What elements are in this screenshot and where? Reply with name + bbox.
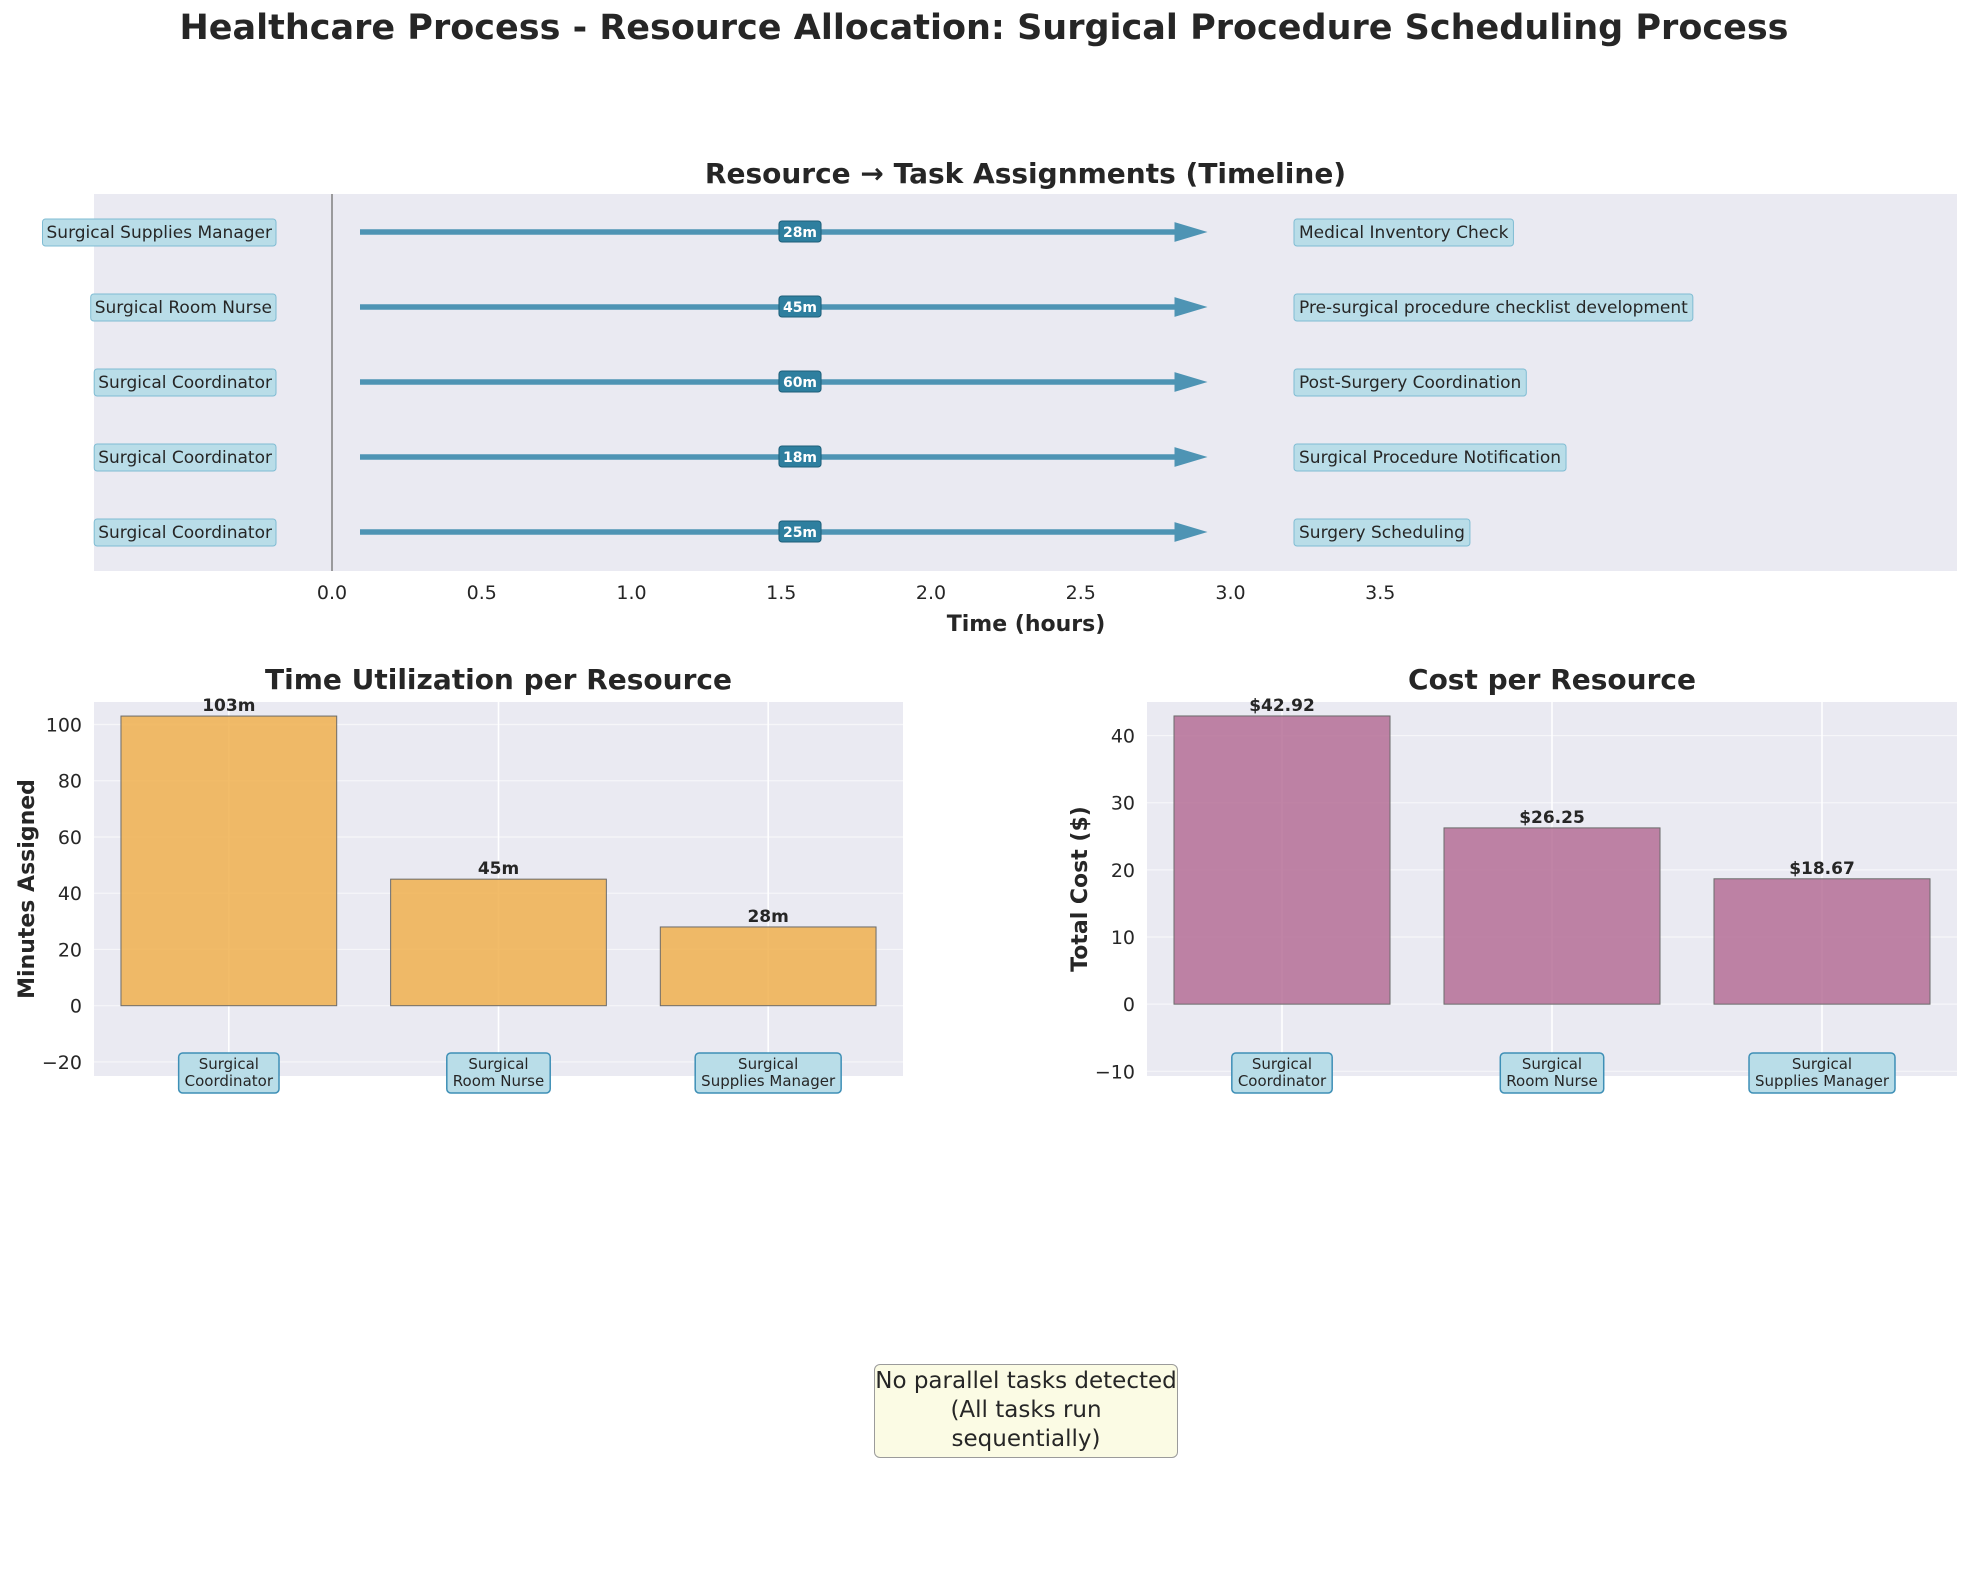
duration-label: 28m [783,225,817,241]
timeline-x-tick: 1.5 [766,582,796,604]
time-chart-bar [390,878,607,1007]
cost-chart-bar [1173,715,1391,1005]
task-label: Surgical Procedure Notification [1299,448,1561,468]
time-chart-bar-value-label: 45m [478,859,519,879]
resource-label-box [93,518,277,547]
cost-chart-bar-value-label: $42.92 [1249,696,1315,716]
task-label-box [1293,368,1527,397]
cost-chart-y-tick: 40 [1111,726,1135,748]
time-chart-category-label: Surgical [199,1055,259,1073]
resource-label-box [93,443,277,472]
time-chart-bar-value-label: 28m [747,907,788,927]
task-label: Medical Inventory Check [1299,223,1509,243]
resource-label-box [93,368,277,397]
duration-badge [778,370,822,393]
duration-badge [778,520,822,543]
note-line-1: No parallel tasks detected [875,1368,1177,1394]
task-label: Post-Surgery Coordination [1299,373,1521,393]
time-chart-y-tick: 40 [58,883,82,905]
cost-chart-y-tick: 20 [1111,860,1135,882]
timeline-title: Resource → Task Assignments (Timeline) [705,157,1346,190]
cost-chart-bar-value-label: $26.25 [1519,808,1585,828]
timeline-x-tick: 2.0 [916,582,946,604]
note-line-2: (All tasks run sequentially) [950,1397,1102,1452]
timeline-x-tick: 0.5 [467,582,497,604]
time-chart-title: Time Utilization per Resource [265,663,732,696]
time-chart-y-tick: 0 [70,996,82,1018]
time-chart-category-box [177,1052,280,1094]
time-chart-bar [659,926,877,1007]
cost-chart-category-label: Room Nurse [1506,1072,1597,1090]
resource-label: Surgical Coordinator [98,523,272,543]
resource-label-box [42,218,277,247]
cost-chart-category-label: Surgical [1252,1055,1312,1073]
resource-label: Surgical Coordinator [98,373,272,393]
duration-label: 18m [783,450,817,466]
time-chart-y-tick: 60 [58,827,82,849]
parallel-tasks-note: No parallel tasks detected (All tasks ru… [874,1364,1178,1458]
cost-chart-category-label: Coordinator [1238,1072,1327,1090]
time-chart-category-label: Room Nurse [453,1072,544,1090]
duration-label: 25m [783,525,817,541]
time-chart-y-axis-label: Minutes Assigned [15,779,40,999]
cost-chart-category-label: Surgical [1792,1055,1852,1073]
time-chart-category-label: Surgical [468,1055,528,1073]
time-chart-y-tick: −20 [42,1052,82,1074]
page-title: Healthcare Process - Resource Allocation… [179,8,1789,48]
timeline-x-tick: 2.5 [1066,582,1096,604]
task-label: Pre-surgical procedure checklist develop… [1299,298,1688,318]
duration-badge [778,220,822,243]
cost-chart-category-box [1748,1052,1896,1094]
duration-badge [778,295,822,318]
time-chart-y-tick: 20 [58,939,82,961]
cost-chart-y-tick: 10 [1111,927,1135,949]
task-label-box [1293,518,1471,547]
time-chart-category-label: Supplies Manager [701,1072,836,1090]
duration-label: 45m [783,300,817,316]
cost-chart-y-tick: 30 [1111,793,1135,815]
timeline-x-tick: 3.0 [1215,582,1245,604]
timeline-x-tick: 3.5 [1365,582,1395,604]
cost-chart-y-tick: 0 [1123,994,1135,1016]
time-chart-category-label: Coordinator [185,1072,274,1090]
task-label-box [1293,218,1514,247]
time-chart-category-label: Surgical [738,1055,798,1073]
task-label-box [1293,443,1567,472]
duration-badge [778,445,822,468]
cost-chart-y-axis-label: Total Cost ($) [1068,806,1093,972]
time-chart-category-box [694,1052,842,1094]
time-chart-y-tick: 100 [46,714,82,736]
time-chart-category-box [446,1052,551,1094]
cost-chart-category-box [1499,1052,1605,1094]
cost-chart-category-label: Surgical [1522,1055,1582,1073]
timeline-x-axis-label: Time (hours) [947,612,1106,637]
duration-label: 60m [783,375,817,391]
cost-chart-y-tick: −10 [1095,1061,1135,1083]
cost-chart-category-box [1231,1052,1333,1094]
resource-label-box [90,293,277,322]
time-chart-y-tick: 80 [58,771,82,793]
cost-chart-category-label: Supplies Manager [1755,1072,1890,1090]
timeline-x-tick: 1.0 [616,582,646,604]
time-chart-bar [120,715,338,1007]
resource-label: Surgical Room Nurse [95,298,272,318]
task-label-box [1293,293,1694,322]
resource-label: Surgical Coordinator [98,448,272,468]
resource-label: Surgical Supplies Manager [47,223,273,243]
cost-chart-title: Cost per Resource [1408,663,1696,696]
cost-chart-bar [1443,827,1661,1005]
time-chart-bar-value-label: 103m [202,696,255,716]
timeline-x-tick: 0.0 [317,582,347,604]
task-label: Surgery Scheduling [1299,523,1465,543]
cost-chart-bar [1713,878,1931,1005]
cost-chart-bar-value-label: $18.67 [1789,859,1855,879]
